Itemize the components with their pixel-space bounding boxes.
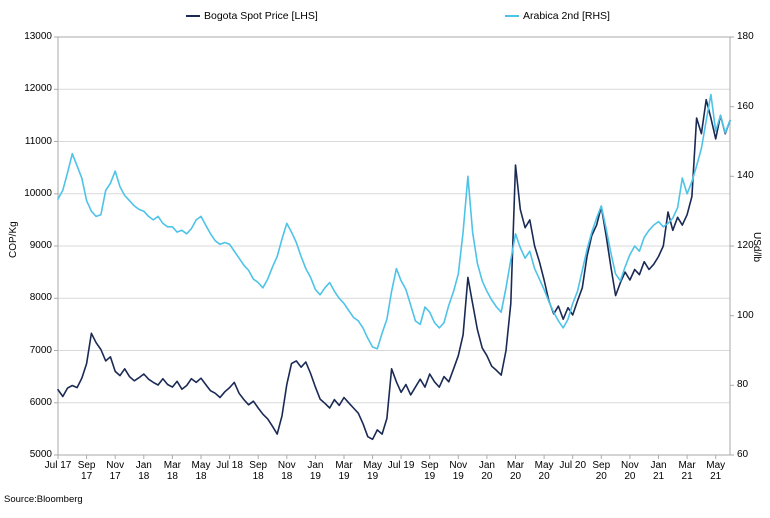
x-axis-tick-label: Sep 18: [249, 460, 268, 482]
x-axis-tick-label: Nov 19: [449, 460, 468, 482]
legend-label-arabica-2nd: Arabica 2nd [RHS]: [523, 10, 610, 22]
right-axis-tick-label: 180: [737, 31, 754, 42]
right-axis-tick-label: 160: [737, 100, 754, 112]
legend-label-bogota-spot: Bogota Spot Price [LHS]: [204, 10, 318, 22]
x-axis-tick-label: May 21: [706, 460, 726, 482]
x-axis-tick-label: Mar 19: [335, 460, 353, 482]
left-axis-tick-label: 10000: [24, 187, 52, 199]
right-axis-tick-label: 60: [737, 449, 749, 460]
x-axis-tick-label: Mar 18: [163, 460, 181, 482]
legend-swatch-bogota-spot: [186, 15, 200, 17]
left-axis-tick-label: 5000: [29, 449, 52, 460]
x-axis-tick-label: Jul 20: [559, 460, 587, 471]
x-axis-tick-label: Jul 18: [216, 460, 243, 471]
x-axis-tick-label: Jul 17: [44, 460, 72, 471]
x-axis-tick-label: Jan 19: [307, 460, 324, 482]
left-axis-tick-label: 9000: [29, 240, 52, 251]
x-axis-tick-label: Jul 19: [387, 460, 415, 471]
x-axis-tick-label: Nov 18: [277, 460, 296, 482]
right-axis-tick-label: 100: [737, 309, 754, 321]
source-note: Source:Bloomberg: [4, 494, 83, 505]
right-axis-tick-label: 140: [737, 170, 754, 182]
right-axis-tick-label: 80: [737, 379, 749, 391]
x-axis-tick-label: Jan 21: [650, 460, 667, 482]
series-bogota-spot: [57, 98, 731, 441]
x-axis-tick-label: May 20: [534, 460, 554, 482]
x-axis-tick-label: Nov 20: [620, 460, 639, 482]
x-axis-tick-label: May 18: [191, 460, 211, 482]
left-axis-tick-label: 6000: [29, 396, 52, 408]
left-axis-tick-label: 7000: [29, 344, 52, 356]
series-arabica-2nd: [57, 93, 731, 350]
x-axis-tick-label: Nov 17: [106, 460, 125, 482]
x-axis-tick-label: Sep 17: [77, 460, 96, 482]
left-axis-tick-label: 12000: [24, 83, 52, 95]
x-axis-tick-label: Sep 19: [420, 460, 439, 482]
x-axis-tick-label: Jan 20: [478, 460, 495, 482]
legend-swatch-arabica-2nd: [505, 15, 519, 17]
legend-item-bogota-spot: Bogota Spot Price [LHS]: [186, 10, 318, 22]
left-axis-tick-label: 13000: [24, 31, 52, 42]
left-axis-tick-label: 8000: [29, 292, 52, 304]
x-axis-tick-label: Mar 21: [678, 460, 696, 482]
x-axis-tick-label: Mar 20: [506, 460, 525, 482]
x-axis-tick-label: May 19: [363, 460, 383, 482]
right-axis-tick-label: 120: [737, 240, 754, 251]
x-axis-tick-label: Sep 20: [592, 460, 611, 482]
left-axis-tick-label: 11000: [24, 135, 52, 147]
legend-item-arabica-2nd: Arabica 2nd [RHS]: [505, 10, 610, 22]
x-axis-tick-label: Jan 18: [135, 460, 152, 482]
